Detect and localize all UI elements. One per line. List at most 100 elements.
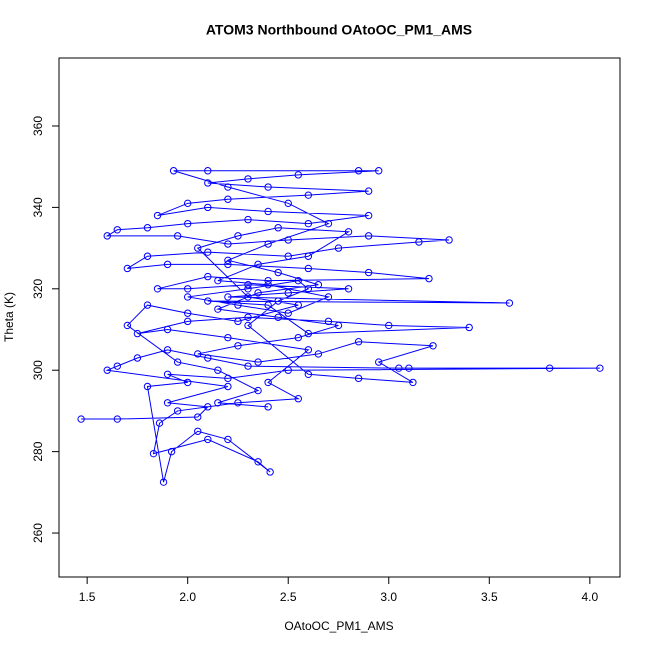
- x-tick-label: 1.5: [79, 590, 96, 604]
- data-point: [183, 309, 192, 317]
- data-point: [304, 346, 313, 354]
- data-point: [133, 354, 142, 362]
- data-point: [405, 364, 413, 372]
- data-point: [364, 187, 373, 195]
- data-point: [214, 399, 222, 407]
- data-point: [244, 293, 252, 301]
- data-point: [425, 274, 433, 283]
- x-tick-label: 2.0: [179, 590, 196, 604]
- data-point: [194, 244, 202, 252]
- data-point: [143, 382, 152, 391]
- data-point: [354, 374, 363, 383]
- data-point: [224, 382, 232, 391]
- x-tick-label: 3.0: [380, 590, 397, 604]
- data-point: [304, 252, 313, 260]
- data-point: [264, 281, 272, 289]
- data-point: [264, 240, 272, 248]
- data-point: [334, 321, 343, 330]
- data-point: [304, 219, 313, 228]
- data-point: [244, 215, 252, 224]
- data-point: [123, 321, 132, 330]
- data-point: [254, 289, 262, 297]
- data-point: [77, 415, 85, 423]
- data-point: [244, 321, 252, 330]
- data-point: [364, 268, 373, 277]
- data-point: [244, 175, 252, 183]
- data-point: [103, 366, 111, 374]
- data-point: [284, 199, 292, 208]
- data-point: [266, 468, 274, 476]
- data-point: [183, 199, 192, 208]
- data-point: [284, 289, 292, 297]
- data-point: [294, 395, 302, 403]
- chart-title: ATOM3 Northbound OAtoOC_PM1_AMS: [206, 22, 472, 38]
- data-point: [244, 362, 252, 370]
- data-point: [167, 447, 176, 456]
- data-point: [294, 333, 302, 342]
- data-point: [294, 301, 302, 309]
- data-point: [194, 427, 202, 435]
- data-point: [284, 236, 292, 244]
- data-point: [103, 232, 111, 240]
- data-point: [173, 232, 182, 240]
- x-tick-label: 3.5: [481, 590, 498, 604]
- data-point: [234, 342, 242, 350]
- data-point: [183, 378, 192, 387]
- data-point: [224, 183, 232, 191]
- data-point: [465, 323, 473, 332]
- data-point: [375, 358, 383, 366]
- data-point: [183, 219, 192, 228]
- data-point: [155, 419, 164, 427]
- data-point: [354, 338, 363, 346]
- data-point: [284, 252, 292, 260]
- data-point: [264, 301, 272, 309]
- data-point: [163, 325, 172, 334]
- data-point: [314, 350, 323, 358]
- data-point: [133, 329, 142, 338]
- data-point: [194, 413, 202, 421]
- y-tick-label: 320: [31, 278, 45, 298]
- data-point: [324, 219, 333, 228]
- data-point: [264, 183, 272, 191]
- data-point: [169, 167, 178, 175]
- data-point: [173, 358, 182, 366]
- data-point: [385, 321, 393, 330]
- data-point: [244, 281, 252, 289]
- data-point: [254, 386, 262, 395]
- data-point: [224, 333, 232, 342]
- data-point: [153, 285, 162, 293]
- data-point: [274, 268, 282, 277]
- y-tick-label: 280: [31, 441, 45, 461]
- data-point: [204, 167, 212, 175]
- data-point: [204, 203, 212, 212]
- data-point: [415, 238, 423, 246]
- data-point: [264, 207, 272, 216]
- data-point: [294, 276, 302, 285]
- data-point: [264, 378, 272, 387]
- data-point: [445, 236, 453, 244]
- y-tick-label: 260: [31, 523, 45, 543]
- data-point: [375, 167, 383, 175]
- data-point: [214, 366, 222, 374]
- data-point: [596, 364, 604, 372]
- data-point: [254, 458, 262, 466]
- data-point: [409, 378, 417, 387]
- data-point: [274, 313, 282, 321]
- data-point: [364, 211, 373, 220]
- x-tick-label: 2.5: [280, 590, 297, 604]
- data-point: [254, 260, 262, 269]
- data-point: [304, 191, 313, 199]
- data-point: [159, 478, 168, 486]
- x-axis-label: OAtoOC_PM1_AMS: [284, 619, 393, 633]
- data-point: [113, 415, 122, 423]
- data-point: [334, 244, 343, 252]
- data-point: [123, 264, 132, 273]
- data-point: [204, 297, 212, 305]
- data-point: [284, 366, 292, 374]
- data-point: [234, 301, 242, 309]
- data-point: [234, 399, 242, 407]
- data-point: [324, 317, 333, 326]
- data-point: [304, 370, 313, 378]
- data-point: [244, 313, 252, 321]
- data-point: [429, 342, 437, 350]
